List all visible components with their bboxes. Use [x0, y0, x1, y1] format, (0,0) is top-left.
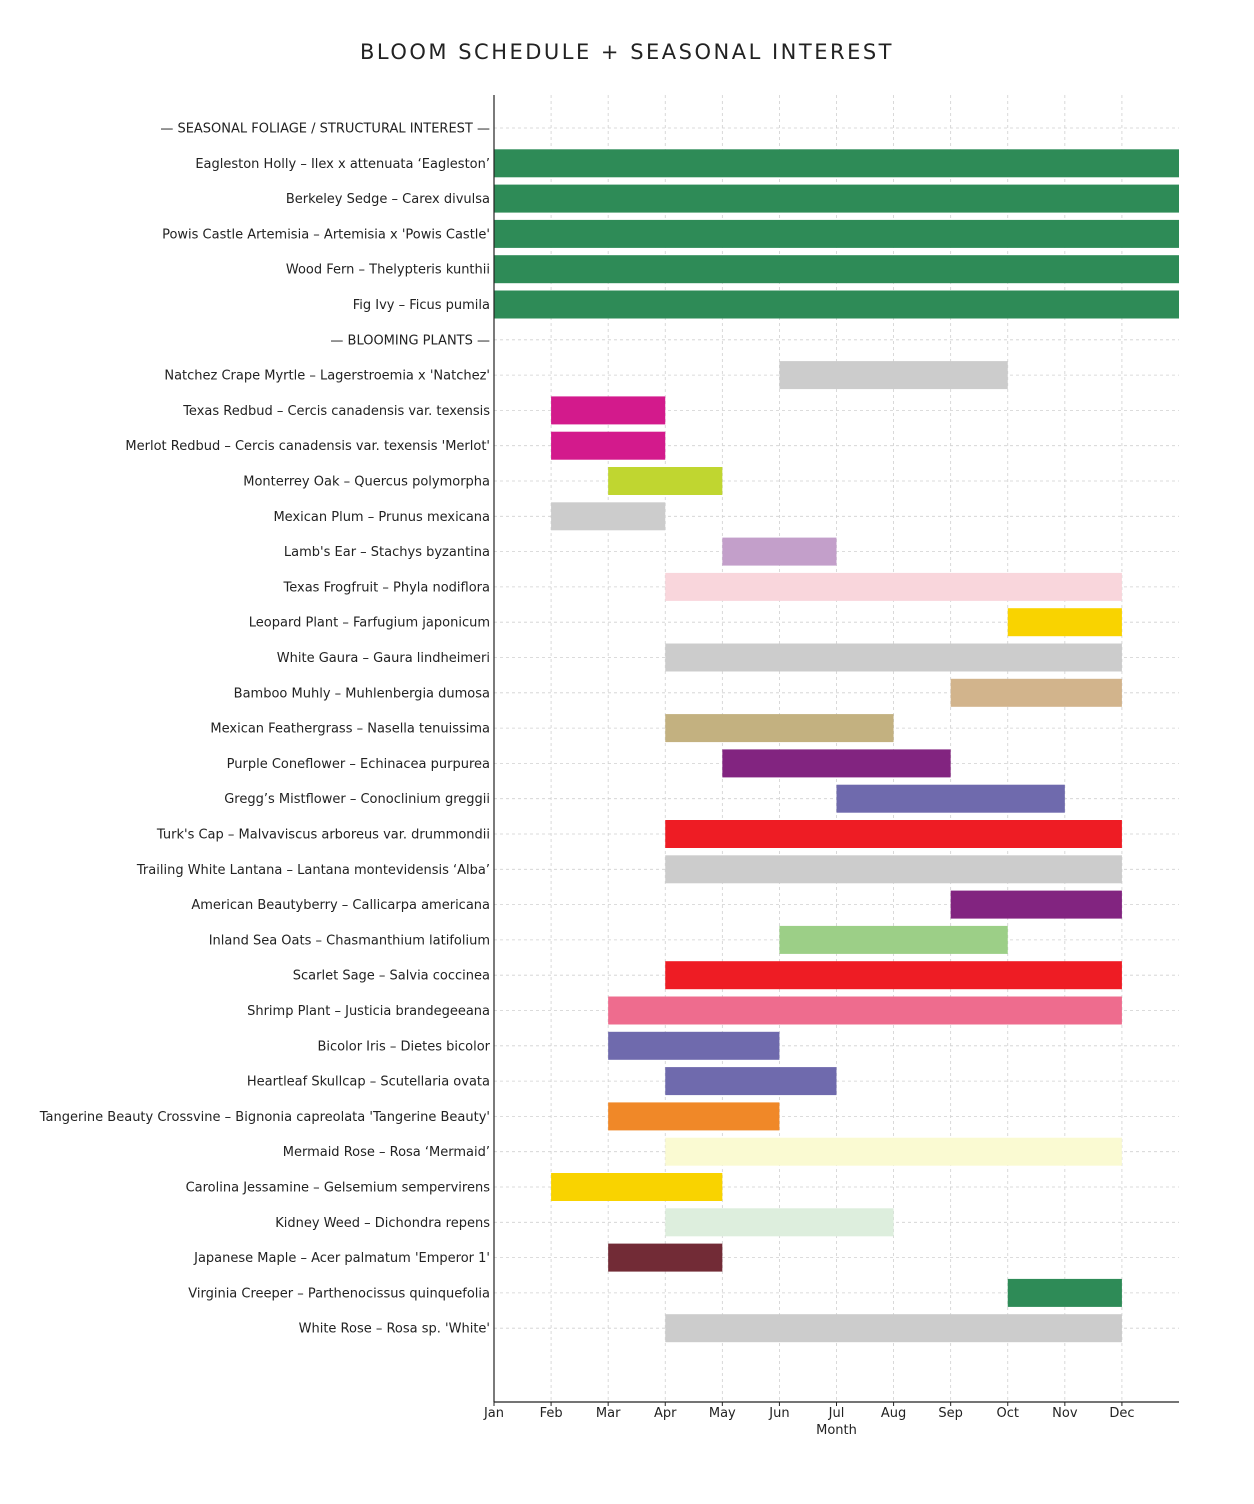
plant-label: Eagleston Holly – Ilex x attenuata ‘Eagl…: [195, 157, 490, 172]
bloom-bar: [551, 502, 666, 531]
bloom-bar: [608, 1243, 723, 1272]
section-header-label: — SEASONAL FOLIAGE / STRUCTURAL INTEREST…: [160, 122, 490, 137]
plant-label: Purple Coneflower – Echinacea purpurea: [227, 757, 490, 772]
bars-layer: [494, 149, 1179, 1343]
x-tick-label: Oct: [997, 1406, 1019, 1421]
plant-label: Texas Frogfruit – Phyla nodiflora: [283, 580, 491, 595]
bloom-bar: [665, 1314, 1122, 1343]
bloom-bar: [608, 1102, 780, 1131]
axis-layer: Jan Feb Mar Apr May Jun Jul Aug Sep Oct Nov Dec Mont…: [483, 95, 1179, 1438]
bloom-bar: [1007, 1278, 1122, 1307]
bloom-bar: [722, 537, 837, 566]
plant-label: Inland Sea Oats – Chasmanthium latifoliu…: [209, 933, 490, 948]
plant-label: Turk's Cap – Malvaviscus arboreus var. d…: [156, 828, 490, 843]
bloom-bar: [779, 361, 1008, 390]
plant-label: Virginia Creeper – Parthenocissus quinqu…: [188, 1286, 490, 1301]
x-axis-title: Month: [816, 1423, 857, 1438]
bloom-bar: [608, 1031, 780, 1060]
bloom-bar: [494, 255, 1179, 284]
plant-label: White Gaura – Gaura lindheimeri: [277, 651, 490, 666]
bloom-bar: [665, 1067, 837, 1096]
bloom-bar: [608, 467, 723, 495]
bloom-bar: [722, 749, 951, 778]
plant-label: Mermaid Rose – Rosa ‘Mermaid’: [283, 1145, 490, 1160]
bloom-bar: [665, 820, 1122, 848]
plant-label: Kidney Weed – Dichondra repens: [275, 1216, 490, 1231]
x-tick-label: Apr: [654, 1406, 677, 1421]
bloom-bar: [665, 714, 894, 743]
plant-label: Bicolor Iris – Dietes bicolor: [318, 1039, 491, 1054]
chart-title: BLOOM SCHEDULE + SEASONAL INTEREST: [359, 40, 894, 64]
plant-label: Wood Fern – Thelypteris kunthii: [286, 263, 490, 278]
section-header-label: — BLOOMING PLANTS —: [330, 333, 490, 348]
plant-label: Natchez Crape Myrtle – Lagerstroemia x '…: [164, 369, 490, 384]
plant-label: Mexican Plum – Prunus mexicana: [273, 510, 490, 525]
row-labels: — SEASONAL FOLIAGE / STRUCTURAL INTEREST…: [39, 122, 491, 1337]
x-tick-label: Feb: [540, 1406, 563, 1421]
bloom-bar: [779, 925, 1008, 954]
plant-label: Berkeley Sedge – Carex divulsa: [286, 192, 490, 207]
plant-label: Shrimp Plant – Justicia brandegeeana: [247, 1004, 490, 1019]
bloom-bar: [836, 784, 1065, 813]
bloom-bar: [950, 678, 1122, 707]
bloom-bar: [665, 1208, 894, 1237]
bloom-bar: [494, 219, 1179, 248]
bloom-bar: [494, 290, 1179, 319]
plant-label: American Beautyberry – Callicarpa americ…: [191, 898, 490, 913]
plant-label: Texas Redbud – Cercis canadensis var. te…: [182, 404, 490, 419]
bloom-bar: [551, 1173, 723, 1201]
plant-label: Trailing White Lantana – Lantana montevi…: [136, 863, 490, 878]
x-tick-label: Jul: [828, 1406, 845, 1421]
x-tick-label: Sep: [938, 1406, 963, 1421]
plant-label: Gregg’s Mistflower – Conoclinium greggii: [224, 792, 490, 807]
plant-label: Tangerine Beauty Crossvine – Bignonia ca…: [39, 1110, 490, 1125]
bloom-bar: [494, 184, 1179, 213]
x-tick-label: Nov: [1052, 1406, 1078, 1421]
bloom-bar: [665, 643, 1122, 672]
x-tick-label: Aug: [881, 1406, 906, 1421]
bloom-bar: [665, 572, 1122, 601]
bloom-bar: [665, 855, 1122, 884]
plant-label: Carolina Jessamine – Gelsemium sempervir…: [186, 1181, 491, 1196]
plant-label: Scarlet Sage – Salvia coccinea: [293, 969, 490, 984]
plant-label: Japanese Maple – Acer palmatum 'Emperor …: [193, 1251, 490, 1266]
x-tick-label: Jan: [483, 1406, 504, 1421]
plant-label: White Rose – Rosa sp. 'White': [299, 1322, 490, 1337]
bloom-bar: [551, 396, 666, 425]
plant-label: Heartleaf Skullcap – Scutellaria ovata: [247, 1075, 490, 1090]
bloom-bar: [1007, 608, 1122, 637]
plant-label: Fig Ivy – Ficus pumila: [353, 298, 490, 313]
plant-label: Merlot Redbud – Cercis canadensis var. t…: [125, 439, 490, 454]
plant-label: Bamboo Muhly – Muhlenbergia dumosa: [234, 686, 490, 701]
x-tick-label: Dec: [1109, 1406, 1134, 1421]
x-tick-label: Mar: [596, 1406, 621, 1421]
bloom-bar: [494, 149, 1179, 178]
plant-label: Powis Castle Artemisia – Artemisia x 'Po…: [162, 227, 490, 242]
x-tick-label: Jun: [768, 1406, 789, 1421]
plant-label: Monterrey Oak – Quercus polymorpha: [243, 475, 490, 490]
bloom-bar: [608, 996, 1122, 1025]
plant-label: Lamb's Ear – Stachys byzantina: [284, 545, 490, 560]
bloom-bar: [665, 1137, 1122, 1166]
x-tick-label: May: [709, 1406, 736, 1421]
plant-label: Leopard Plant – Farfugium japonicum: [249, 616, 490, 631]
bloom-bar: [950, 890, 1122, 919]
plant-label: Mexican Feathergrass – Nasella tenuissim…: [210, 722, 490, 737]
bloom-bar: [665, 961, 1122, 990]
bloom-bar: [551, 431, 666, 460]
